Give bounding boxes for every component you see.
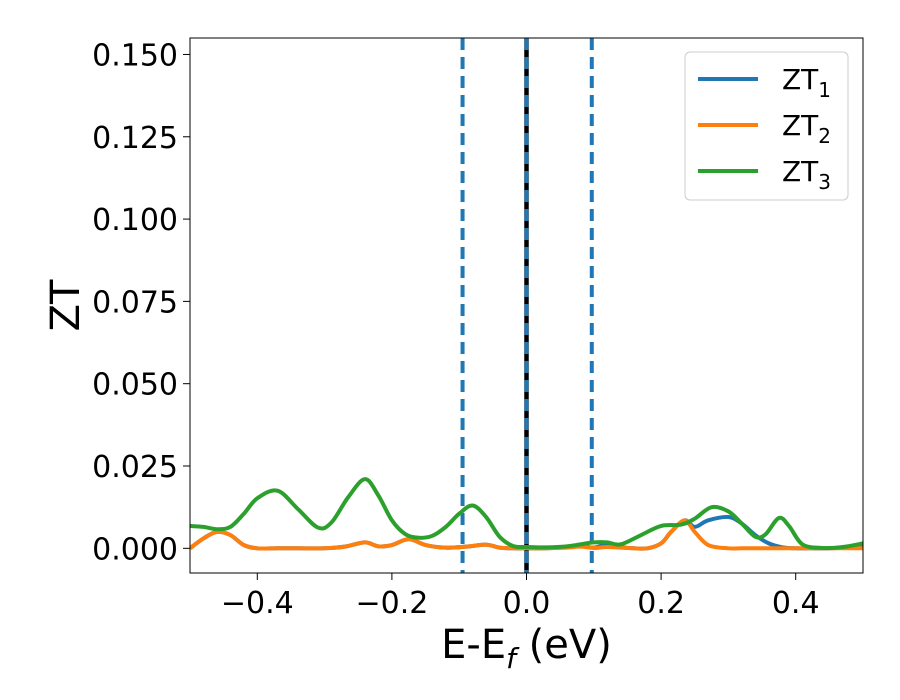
y-tick-label-4: 0.100 bbox=[92, 203, 178, 238]
y-axis-label: ZT bbox=[43, 279, 89, 331]
x-tick-label-0: −0.4 bbox=[221, 586, 294, 621]
series-line-ZT3 bbox=[190, 477, 863, 551]
x-label-main: E-E bbox=[441, 622, 506, 668]
x-axis-label: E-Ef (eV) bbox=[441, 622, 612, 675]
y-tick-label-2: 0.050 bbox=[92, 368, 178, 403]
x-tick-label-1: −0.2 bbox=[355, 586, 428, 621]
legend-label-main-1: ZT bbox=[782, 109, 819, 142]
legend-box bbox=[684, 51, 849, 201]
legend-label-sub-2: 3 bbox=[818, 170, 831, 194]
series-lines bbox=[190, 477, 863, 551]
legend-label-sub-0: 1 bbox=[818, 78, 831, 102]
y-tick-label-1: 0.025 bbox=[92, 450, 178, 485]
legend-label-1: ZT2 bbox=[782, 109, 831, 148]
legend-label-0: ZT1 bbox=[782, 63, 831, 102]
reference-lines bbox=[460, 38, 594, 573]
legend-label-main-0: ZT bbox=[782, 63, 819, 96]
y-tick-label-5: 0.125 bbox=[92, 121, 178, 156]
legend-label-2: ZT3 bbox=[782, 155, 831, 194]
x-label-unit: (eV) bbox=[516, 622, 612, 668]
x-tick-label-3: 0.2 bbox=[637, 586, 685, 621]
y-tick-label-0: 0.000 bbox=[92, 532, 178, 567]
legend-label-sub-1: 2 bbox=[818, 124, 831, 148]
x-tick-label-2: 0.0 bbox=[503, 586, 551, 621]
y-tick-label-3: 0.075 bbox=[92, 285, 178, 320]
x-axis-ticks: −0.4 −0.2 0.0 0.2 0.4 bbox=[221, 573, 820, 621]
x-tick-label-4: 0.4 bbox=[772, 586, 820, 621]
y-tick-label-6: 0.150 bbox=[92, 38, 178, 73]
y-axis-ticks: 0.000 0.025 0.050 0.075 0.100 0.125 0.150 bbox=[92, 38, 190, 567]
legend-label-main-2: ZT bbox=[782, 155, 819, 188]
